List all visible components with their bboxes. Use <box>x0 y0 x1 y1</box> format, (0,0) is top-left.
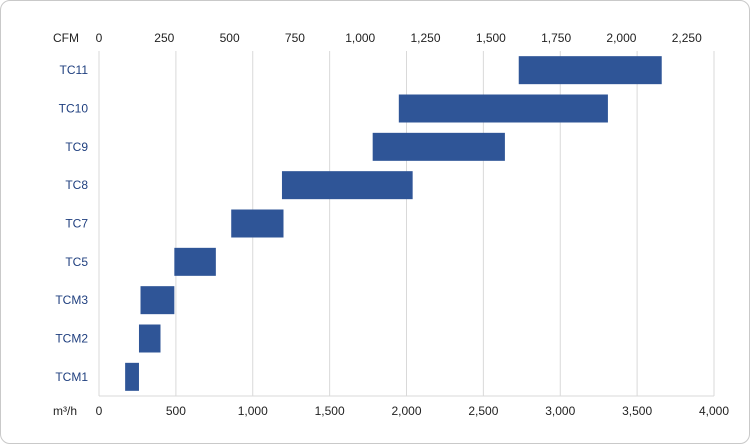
category-label: TCM2 <box>55 332 88 346</box>
x-bottom-unit-label: m³/h <box>53 404 77 418</box>
category-label: TC7 <box>65 217 88 231</box>
x-bottom-tick-label: 3,500 <box>622 404 652 418</box>
x-top-unit-label: CFM <box>53 31 79 45</box>
category-label: TC11 <box>60 63 89 77</box>
category-label: TC5 <box>65 255 88 269</box>
category-label: TCM3 <box>55 293 88 307</box>
range-bar-tc7 <box>231 209 284 238</box>
category-label: TCM1 <box>55 370 88 384</box>
x-bottom-tick-label: 3,000 <box>545 404 575 418</box>
range-bar-tc8 <box>281 171 413 200</box>
range-bar-tcm1 <box>125 362 139 391</box>
x-top-tick-label: 250 <box>154 31 174 45</box>
x-bottom-tick-label: 2,000 <box>391 404 421 418</box>
x-top-tick-label: 0 <box>96 31 103 45</box>
x-top-tick-label: 1,750 <box>541 31 571 45</box>
x-top-tick-label: 1,000 <box>345 31 375 45</box>
x-bottom-tick-label: 500 <box>166 404 186 418</box>
range-bar-tcm2 <box>138 324 161 353</box>
category-label: TC9 <box>65 140 88 154</box>
x-top-tick-label: 500 <box>220 31 240 45</box>
x-top-tick-label: 750 <box>285 31 305 45</box>
range-bar-tc10 <box>398 94 608 123</box>
x-top-tick-label: 2,000 <box>606 31 636 45</box>
x-top-tick-label: 1,250 <box>411 31 441 45</box>
x-bottom-tick-label: 0 <box>96 404 103 418</box>
x-bottom-tick-label: 4,000 <box>699 404 729 418</box>
category-label: TC10 <box>59 102 89 116</box>
x-top-tick-label: 1,500 <box>476 31 506 45</box>
range-bar-tc9 <box>372 132 505 161</box>
x-top-tick-label: 2,250 <box>672 31 702 45</box>
range-bar-tc5 <box>174 247 216 276</box>
range-bar-tcm3 <box>140 286 175 315</box>
x-bottom-tick-label: 1,500 <box>315 404 345 418</box>
x-bottom-tick-label: 1,000 <box>238 404 268 418</box>
x-bottom-tick-label: 2,500 <box>468 404 498 418</box>
category-label: TC8 <box>65 178 88 192</box>
range-bar-tc11 <box>518 56 662 85</box>
